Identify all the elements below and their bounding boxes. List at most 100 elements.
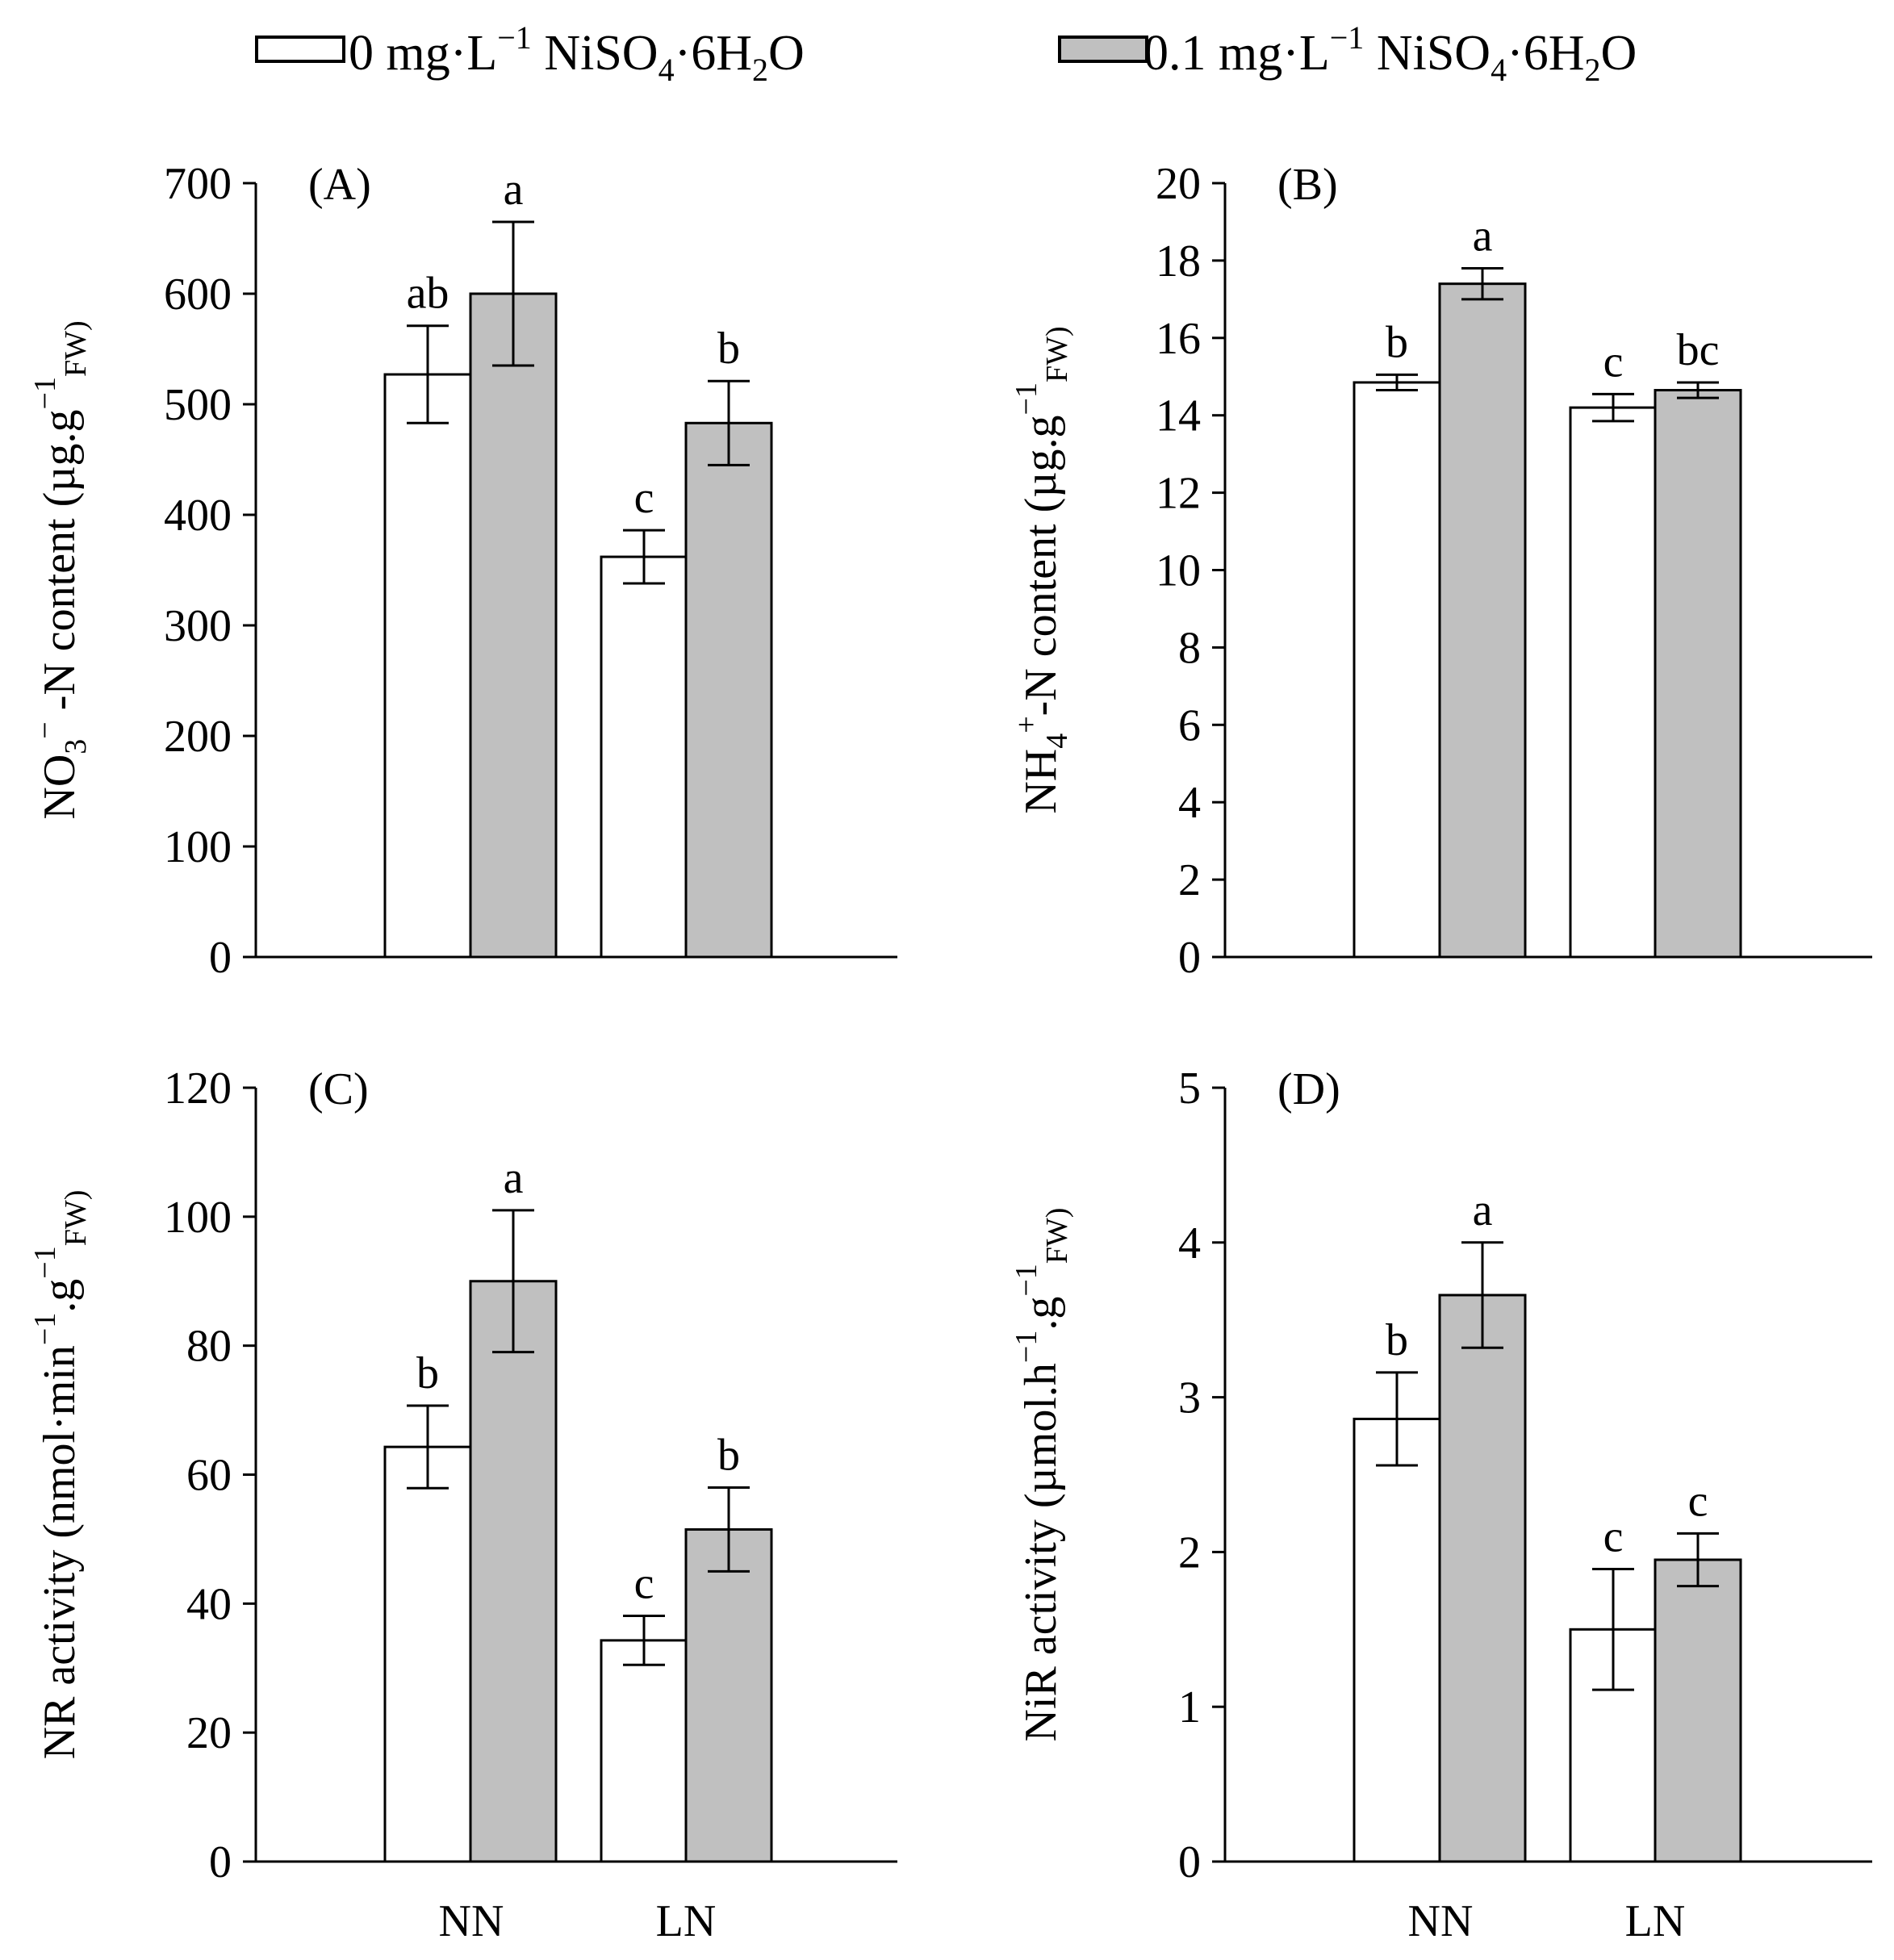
bar-nn-series1 [1438, 282, 1527, 959]
significance-letter: b [717, 1430, 740, 1480]
bar-nn-series1 [469, 1280, 558, 1863]
y-axis-title-part: .g [1016, 1297, 1066, 1331]
y-tick-label: 10 [1156, 546, 1201, 596]
y-axis-title: NH4+-N content (µg.g−1FW) [1010, 326, 1074, 813]
y-tick-label: 0 [209, 933, 232, 983]
bar-ln-series1 [684, 1527, 773, 1863]
y-tick-label: 2 [1178, 855, 1201, 905]
y-tick-label: 80 [186, 1322, 232, 1372]
significance-letter: a [504, 1153, 524, 1203]
y-tick-label: 12 [1156, 469, 1201, 519]
y-axis-title-part: .g [35, 1279, 85, 1313]
legend-swatch-series0 [255, 36, 345, 63]
bar-nn-series0 [1353, 381, 1441, 959]
y-tick-label: 8 [1178, 623, 1201, 673]
y-tick-label: 14 [1156, 391, 1201, 441]
y-axis-title-part: 4 [1040, 733, 1074, 749]
y-tick-label: 18 [1156, 236, 1201, 286]
y-axis-title-part: −1 [28, 1246, 62, 1278]
y-axis-title-part: + [1010, 716, 1043, 733]
bar-nn-series1 [469, 292, 558, 959]
y-tick-label: 600 [164, 270, 232, 320]
significance-letter: c [634, 1559, 654, 1609]
bar-nn-series0 [1353, 1417, 1441, 1863]
y-axis-title-part: −1 [28, 1313, 62, 1345]
y-tick-label: 200 [164, 712, 232, 762]
x-category-label: LN [656, 1896, 717, 1946]
y-tick-label: 4 [1178, 778, 1201, 828]
y-tick-label: 4 [1178, 1218, 1201, 1268]
significance-letter: c [1688, 1476, 1708, 1526]
y-axis-title-part: 3 [59, 739, 93, 754]
y-axis-title-part: -N content (µg.g [35, 409, 85, 721]
significance-letter: a [1473, 1185, 1493, 1235]
y-axis-title-part: FW) [59, 1190, 93, 1247]
bar-ln-series0 [600, 555, 688, 959]
y-tick-label: 100 [164, 822, 232, 872]
significance-letter: b [717, 324, 740, 374]
legend-item-series1: 0.1 mg·L−1 NiSO4·6H2O [1058, 19, 1637, 88]
y-tick-label: 6 [1178, 700, 1201, 750]
panel-label: (C) [308, 1064, 369, 1114]
significance-letter: ab [407, 269, 449, 319]
y-axis-title: NO3− -N content (µg.g−1FW) [28, 320, 93, 819]
panel-label: (B) [1277, 160, 1338, 210]
y-tick-label: 5 [1178, 1064, 1201, 1114]
significance-letter: a [1473, 211, 1493, 261]
x-category-label: NN [439, 1896, 504, 1946]
y-axis-title-part: −1 [1010, 1264, 1043, 1296]
y-axis-title: NiR activity (µmol.h−1.g−1FW) [1010, 1208, 1074, 1742]
y-tick-label: 100 [164, 1193, 232, 1243]
y-tick-label: 0 [209, 1837, 232, 1887]
y-axis-title-part: NO [35, 754, 85, 820]
x-category-label: LN [1625, 1896, 1686, 1946]
x-category-label: NN [1408, 1896, 1474, 1946]
legend-label-series1: 0.1 mg·L−1 NiSO4·6H2O [1144, 19, 1637, 88]
y-tick-label: 3 [1178, 1373, 1201, 1423]
y-tick-label: 0 [1178, 933, 1201, 983]
y-axis-title-part: NH [1016, 749, 1066, 814]
y-tick-label: 400 [164, 491, 232, 541]
significance-letter: c [634, 473, 654, 523]
panel-label: (A) [308, 160, 371, 210]
y-tick-label: 300 [164, 601, 232, 651]
bar-ln-series0 [600, 1639, 688, 1863]
bar-nn-series1 [1438, 1293, 1527, 1863]
bar-ln-series1 [684, 421, 773, 959]
y-tick-label: 20 [186, 1708, 232, 1758]
y-tick-label: 700 [164, 159, 232, 209]
significance-letter: a [504, 165, 524, 215]
y-axis-title: NR activity (nmol·min−1.g−1FW) [28, 1190, 93, 1760]
y-axis-title-part: -N content (µg.g [1016, 415, 1066, 716]
legend-swatch-series1 [1058, 36, 1148, 63]
significance-letter: b [1386, 1315, 1408, 1365]
bar-ln-series1 [1654, 1558, 1742, 1863]
legend-item-series0: 0 mg·L−1 NiSO4·6H2O [255, 19, 805, 88]
y-axis-title-part: NiR activity (µmol.h [1016, 1363, 1066, 1741]
legend-label-series0: 0 mg·L−1 NiSO4·6H2O [349, 19, 805, 88]
y-tick-label: 500 [164, 380, 232, 430]
y-tick-label: 2 [1178, 1527, 1201, 1578]
significance-letter: b [1386, 317, 1408, 367]
y-axis-title-part: −1 [1010, 382, 1043, 415]
y-axis-title-part: − [28, 721, 62, 738]
panel-a: 0 100 200 300 400 500 600 700 NO3− -N content (µ… [28, 159, 897, 983]
y-axis-title-part: −1 [1010, 1331, 1043, 1363]
significance-letter: b [416, 1348, 439, 1398]
bar-ln-series1 [1654, 389, 1742, 959]
y-tick-label: 1 [1178, 1682, 1201, 1732]
bar-nn-series0 [383, 373, 472, 959]
y-tick-label: 120 [164, 1064, 232, 1114]
y-axis-title-part: −1 [28, 377, 62, 409]
significance-letter: c [1603, 1511, 1624, 1561]
y-tick-label: 0 [1178, 1837, 1201, 1887]
y-axis-title-part: FW) [1040, 1208, 1074, 1264]
panel-label: (D) [1277, 1064, 1340, 1114]
y-tick-label: 40 [186, 1579, 232, 1629]
legend: 0 mg·L−1 NiSO4·6H2O 0.1 mg·L−1 NiSO4·6H2… [255, 19, 1637, 88]
